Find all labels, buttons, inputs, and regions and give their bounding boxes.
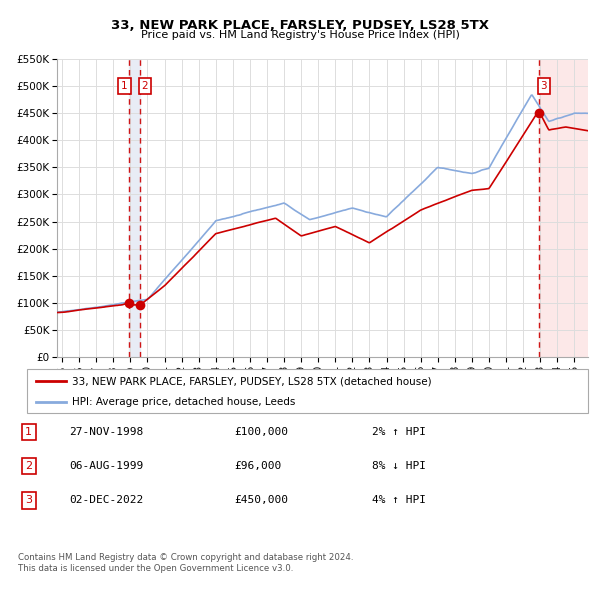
Text: 33, NEW PARK PLACE, FARSLEY, PUDSEY, LS28 5TX: 33, NEW PARK PLACE, FARSLEY, PUDSEY, LS2… xyxy=(111,19,489,32)
Text: 06-AUG-1999: 06-AUG-1999 xyxy=(69,461,143,471)
Text: Contains HM Land Registry data © Crown copyright and database right 2024.: Contains HM Land Registry data © Crown c… xyxy=(18,553,353,562)
Text: 3: 3 xyxy=(25,496,32,505)
Text: 02-DEC-2022: 02-DEC-2022 xyxy=(69,496,143,505)
Text: 2: 2 xyxy=(142,81,148,91)
Text: HPI: Average price, detached house, Leeds: HPI: Average price, detached house, Leed… xyxy=(72,397,295,407)
Text: 2% ↑ HPI: 2% ↑ HPI xyxy=(372,427,426,437)
Text: £100,000: £100,000 xyxy=(234,427,288,437)
Text: 4% ↑ HPI: 4% ↑ HPI xyxy=(372,496,426,505)
Text: 33, NEW PARK PLACE, FARSLEY, PUDSEY, LS28 5TX (detached house): 33, NEW PARK PLACE, FARSLEY, PUDSEY, LS2… xyxy=(72,376,431,386)
Text: £96,000: £96,000 xyxy=(234,461,281,471)
Text: 2: 2 xyxy=(25,461,32,471)
Text: 27-NOV-1998: 27-NOV-1998 xyxy=(69,427,143,437)
Text: 8% ↓ HPI: 8% ↓ HPI xyxy=(372,461,426,471)
Text: £450,000: £450,000 xyxy=(234,496,288,505)
Text: 1: 1 xyxy=(121,81,128,91)
Text: 3: 3 xyxy=(541,81,547,91)
Text: 1: 1 xyxy=(25,427,32,437)
Bar xyxy=(539,59,588,357)
Text: This data is licensed under the Open Government Licence v3.0.: This data is licensed under the Open Gov… xyxy=(18,565,293,573)
Bar xyxy=(129,59,140,357)
Text: Price paid vs. HM Land Registry's House Price Index (HPI): Price paid vs. HM Land Registry's House … xyxy=(140,30,460,40)
